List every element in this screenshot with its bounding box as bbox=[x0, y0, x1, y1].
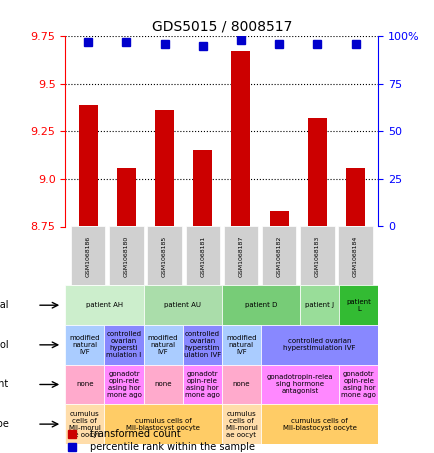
FancyBboxPatch shape bbox=[182, 325, 221, 365]
Text: gonadotropin-relea
sing hormone
antagonist: gonadotropin-relea sing hormone antagoni… bbox=[266, 375, 333, 395]
Text: controlled
ovarian
hypersti
mulation I: controlled ovarian hypersti mulation I bbox=[106, 331, 141, 358]
Text: modified
natural
IVF: modified natural IVF bbox=[226, 335, 256, 355]
FancyBboxPatch shape bbox=[65, 285, 143, 325]
FancyBboxPatch shape bbox=[299, 285, 339, 325]
Text: agent: agent bbox=[0, 380, 9, 390]
Text: cumulus cells of
MII-blastocyst oocyte: cumulus cells of MII-blastocyst oocyte bbox=[282, 418, 356, 431]
Bar bbox=[231, 52, 250, 226]
FancyBboxPatch shape bbox=[185, 226, 220, 285]
Text: GSM1068184: GSM1068184 bbox=[352, 235, 357, 277]
FancyBboxPatch shape bbox=[221, 365, 260, 404]
Text: cumulus cells of
MII-blastocyst oocyte: cumulus cells of MII-blastocyst oocyte bbox=[126, 418, 200, 431]
Text: gonadotr
opin-rele
asing hor
mone ago: gonadotr opin-rele asing hor mone ago bbox=[341, 371, 375, 398]
Text: controlled
ovarian
hyperstim
ulation IVF: controlled ovarian hyperstim ulation IVF bbox=[183, 331, 220, 358]
FancyBboxPatch shape bbox=[65, 404, 104, 444]
FancyBboxPatch shape bbox=[221, 404, 260, 444]
Text: none: none bbox=[154, 381, 171, 387]
FancyBboxPatch shape bbox=[71, 226, 105, 285]
Text: patient D: patient D bbox=[244, 302, 276, 308]
Text: transformed count: transformed count bbox=[90, 429, 181, 439]
FancyBboxPatch shape bbox=[143, 325, 182, 365]
FancyBboxPatch shape bbox=[147, 226, 181, 285]
FancyBboxPatch shape bbox=[221, 325, 260, 365]
Text: patient AH: patient AH bbox=[85, 302, 123, 308]
FancyBboxPatch shape bbox=[223, 226, 257, 285]
Text: GSM1068186: GSM1068186 bbox=[85, 235, 90, 277]
Text: none: none bbox=[232, 381, 250, 387]
FancyBboxPatch shape bbox=[260, 365, 339, 404]
Bar bbox=[345, 168, 364, 226]
FancyBboxPatch shape bbox=[65, 365, 104, 404]
Text: modified
natural
IVF: modified natural IVF bbox=[69, 335, 100, 355]
Text: patient J: patient J bbox=[305, 302, 333, 308]
FancyBboxPatch shape bbox=[299, 226, 334, 285]
Text: protocol: protocol bbox=[0, 340, 9, 350]
Text: gonadotr
opin-rele
asing hor
mone ago: gonadotr opin-rele asing hor mone ago bbox=[106, 371, 141, 398]
FancyBboxPatch shape bbox=[143, 365, 182, 404]
Bar bbox=[79, 105, 98, 226]
Text: GSM1068180: GSM1068180 bbox=[124, 235, 128, 277]
FancyBboxPatch shape bbox=[260, 325, 378, 365]
Text: GSM1068181: GSM1068181 bbox=[200, 235, 205, 277]
FancyBboxPatch shape bbox=[65, 325, 104, 365]
Bar bbox=[193, 150, 212, 226]
FancyBboxPatch shape bbox=[221, 285, 299, 325]
Text: controlled ovarian
hyperstimulation IVF: controlled ovarian hyperstimulation IVF bbox=[283, 338, 355, 352]
FancyBboxPatch shape bbox=[104, 325, 143, 365]
Text: cumulus
cells of
MII-morul
ae oocyt: cumulus cells of MII-morul ae oocyt bbox=[68, 410, 101, 438]
FancyBboxPatch shape bbox=[104, 404, 221, 444]
Bar bbox=[269, 211, 288, 226]
FancyBboxPatch shape bbox=[143, 285, 221, 325]
Text: GSM1068185: GSM1068185 bbox=[162, 235, 167, 277]
Text: GSM1068182: GSM1068182 bbox=[276, 235, 281, 277]
FancyBboxPatch shape bbox=[104, 365, 143, 404]
Bar bbox=[155, 111, 174, 226]
Text: patient AU: patient AU bbox=[164, 302, 201, 308]
FancyBboxPatch shape bbox=[339, 365, 378, 404]
Bar bbox=[117, 168, 135, 226]
FancyBboxPatch shape bbox=[338, 226, 372, 285]
FancyBboxPatch shape bbox=[339, 285, 378, 325]
Text: cell type: cell type bbox=[0, 419, 9, 429]
Text: individual: individual bbox=[0, 300, 9, 310]
FancyBboxPatch shape bbox=[260, 404, 378, 444]
Text: percentile rank within the sample: percentile rank within the sample bbox=[90, 442, 255, 452]
Text: GSM1068183: GSM1068183 bbox=[314, 235, 319, 277]
Bar bbox=[307, 118, 326, 226]
Text: gonadotr
opin-rele
asing hor
mone ago: gonadotr opin-rele asing hor mone ago bbox=[184, 371, 219, 398]
Text: GSM1068187: GSM1068187 bbox=[238, 235, 243, 277]
Text: cumulus
cells of
MII-morul
ae oocyt: cumulus cells of MII-morul ae oocyt bbox=[224, 410, 257, 438]
Text: none: none bbox=[76, 381, 93, 387]
FancyBboxPatch shape bbox=[261, 226, 296, 285]
Text: patient
L: patient L bbox=[345, 299, 371, 312]
FancyBboxPatch shape bbox=[109, 226, 143, 285]
Title: GDS5015 / 8008517: GDS5015 / 8008517 bbox=[151, 19, 291, 34]
FancyBboxPatch shape bbox=[182, 365, 221, 404]
Text: modified
natural
IVF: modified natural IVF bbox=[148, 335, 178, 355]
